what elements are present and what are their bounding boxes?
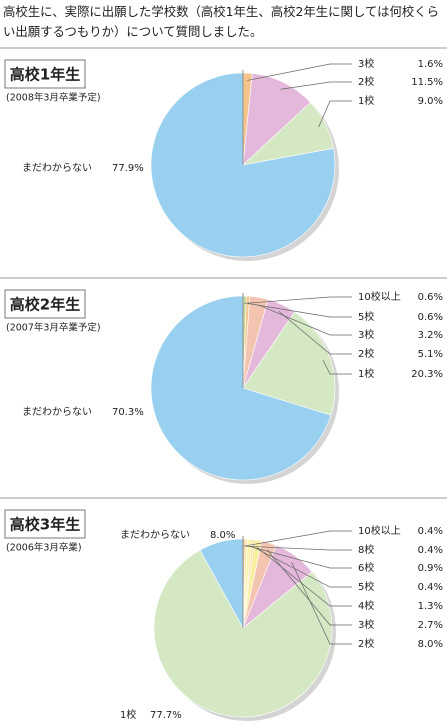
chart-title: 高校3年生: [10, 516, 80, 534]
leader-line: [249, 546, 352, 569]
leader-line: [266, 549, 352, 626]
slice-label: 10校以上: [358, 290, 401, 303]
slice-label: 1校: [358, 367, 374, 380]
leader-line: [280, 81, 352, 90]
value-label: 0.4%: [418, 526, 443, 537]
value-label: 0.6%: [418, 312, 443, 323]
value-label: 9.0%: [418, 96, 443, 107]
chart-subtitle: (2006年3月卒業): [6, 542, 82, 554]
chart-subtitle: (2007年3月卒業予定): [6, 322, 101, 334]
value-label: 1.3%: [418, 601, 443, 612]
leader-line: [291, 561, 352, 645]
value-label: 3.2%: [418, 330, 443, 341]
slice-label: 2校: [358, 75, 374, 88]
slice-label: 2校: [358, 347, 374, 360]
leader-line: [247, 63, 352, 81]
leader-line: [244, 296, 352, 304]
chart-title: 高校1年生: [10, 66, 80, 84]
value-label: 0.6%: [418, 292, 443, 303]
value-label: 8.0%: [418, 639, 443, 650]
leader-line: [257, 304, 352, 336]
leader-line: [318, 100, 352, 128]
slice-label: 4校: [358, 599, 374, 612]
slice-label: 6校: [358, 561, 374, 574]
slice-label: 3校: [358, 57, 374, 70]
page-title: 高校生に、実際に出願した学校数（高校1年生、高校2年生に関しては何校くらい出願す…: [3, 4, 440, 39]
slice-label: 3校: [358, 618, 374, 631]
slice-label: 1校: [358, 94, 374, 107]
value-label: 20.3%: [411, 369, 443, 380]
slice-label: 3校: [358, 328, 374, 341]
value-label: 70.3%: [112, 407, 144, 418]
value-label: 0.4%: [418, 582, 443, 593]
leader-line: [246, 545, 352, 551]
slice-label: 1校: [120, 708, 136, 721]
slice-label: 5校: [358, 580, 374, 593]
title-box: [4, 509, 86, 539]
value-label: 0.9%: [418, 563, 443, 574]
value-label: 77.9%: [112, 163, 144, 174]
chart-title: 高校2年生: [10, 296, 80, 314]
title-box: [4, 59, 86, 89]
slice-label: まだわからない: [22, 162, 92, 174]
pie-slice: [242, 311, 336, 416]
value-label: 11.5%: [411, 77, 443, 88]
slice-label: 2校: [358, 637, 374, 650]
slice-label: まだわからない: [120, 529, 190, 541]
pie-slice: [242, 73, 311, 166]
title-box: [4, 289, 86, 319]
value-label: 8.0%: [210, 530, 235, 541]
leader-line: [278, 311, 352, 355]
leader-line: [322, 359, 352, 375]
value-label: 1.6%: [418, 59, 443, 70]
pie-slice: [153, 549, 333, 718]
chart-subtitle: (2008年3月卒業予定): [6, 92, 101, 104]
value-label: 77.7%: [150, 710, 182, 721]
slice-label: 10校以上: [358, 524, 401, 537]
leader-line: [252, 546, 352, 588]
slice-label: 8校: [358, 543, 374, 556]
leader-line: [243, 530, 352, 547]
leader-line: [247, 303, 352, 318]
pie-slice: [150, 295, 332, 481]
value-label: 0.4%: [418, 545, 443, 556]
value-label: 5.1%: [418, 349, 443, 360]
value-label: 2.7%: [418, 620, 443, 631]
slice-label: まだわからない: [22, 406, 92, 418]
slice-label: 5校: [358, 310, 374, 323]
pie-slice: [150, 72, 336, 258]
